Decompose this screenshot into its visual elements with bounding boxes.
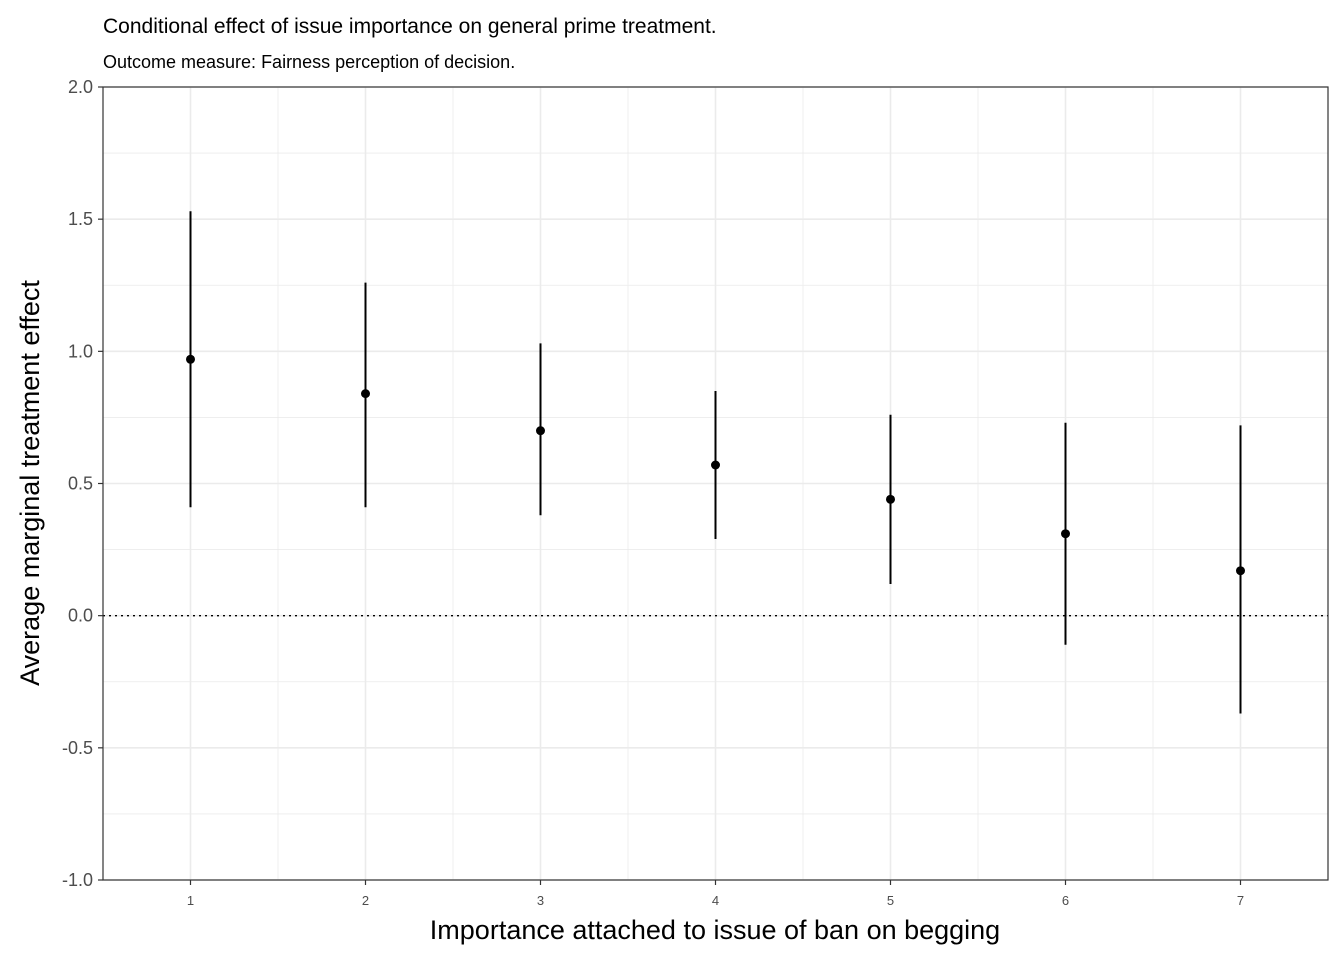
y-tick-label: 0.5 bbox=[68, 474, 93, 494]
x-tick-label: 4 bbox=[712, 893, 719, 908]
y-tick-label: 1.0 bbox=[68, 341, 93, 361]
chart-title: Conditional effect of issue importance o… bbox=[103, 15, 717, 38]
y-tick-label: 0.0 bbox=[68, 606, 93, 626]
y-tick-label: 2.0 bbox=[68, 77, 93, 97]
x-tick-label: 6 bbox=[1062, 893, 1069, 908]
point-7 bbox=[1236, 566, 1245, 576]
chart-subtitle: Outcome measure: Fairness perception of … bbox=[103, 52, 515, 72]
estimate-series bbox=[186, 211, 1245, 714]
point-6 bbox=[1061, 529, 1070, 539]
x-tick-label: 1 bbox=[187, 893, 194, 908]
y-tick-label: 1.5 bbox=[68, 209, 93, 229]
y-axis-title: Average marginal treatment effect bbox=[15, 280, 45, 686]
x-tick-label: 5 bbox=[887, 893, 894, 908]
point-1 bbox=[186, 354, 195, 364]
x-axis-title: Importance attached to issue of ban on b… bbox=[430, 915, 1000, 945]
x-tick-label: 3 bbox=[537, 893, 544, 908]
point-4 bbox=[711, 460, 720, 470]
y-tick-label: -0.5 bbox=[62, 738, 93, 758]
x-tick-label: 2 bbox=[362, 893, 369, 908]
y-axis-ticks: -1.0 -0.5 0.0 0.5 1.0 1.5 2.0 bbox=[62, 77, 103, 890]
x-tick-label: 7 bbox=[1237, 893, 1244, 908]
y-tick-label: -1.0 bbox=[62, 870, 93, 890]
x-axis-ticks: 1 2 3 4 5 6 7 bbox=[187, 880, 1244, 908]
point-5 bbox=[886, 494, 895, 504]
point-2 bbox=[361, 389, 370, 399]
point-3 bbox=[536, 426, 545, 436]
